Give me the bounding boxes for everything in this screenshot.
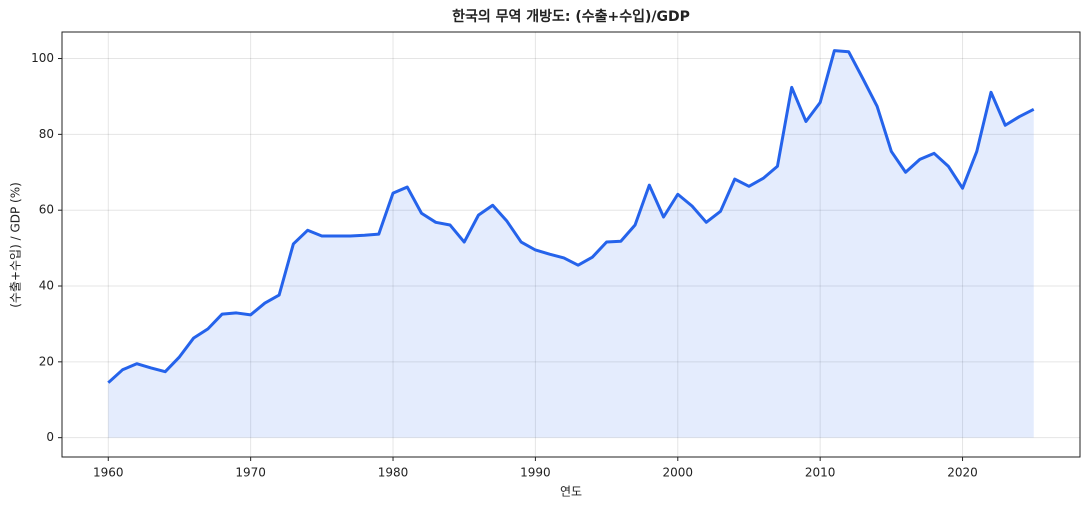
x-tick-label: 1970 — [235, 466, 266, 480]
x-tick-label: 1980 — [378, 466, 409, 480]
x-axis-label: 연도 — [560, 485, 582, 499]
x-tick-label: 1990 — [520, 466, 551, 480]
chart-title: 한국의 무역 개방도: (수출+수입)/GDP — [452, 8, 690, 25]
area — [108, 50, 1034, 438]
x-tick-label: 1960 — [93, 466, 124, 480]
x-tick-label: 2010 — [805, 466, 836, 480]
y-tick-label: 100 — [31, 51, 54, 65]
plot-frame — [61, 31, 1081, 458]
y-tick-label: 20 — [39, 354, 54, 368]
x-tick-label: 2020 — [947, 466, 978, 480]
line — [107, 49, 1035, 384]
y-axis-label: (수출+수입) / GDP (%) — [9, 182, 23, 308]
y-tick-label: 40 — [39, 279, 54, 293]
y-tick-label: 0 — [46, 430, 54, 444]
y-tick-label: 80 — [39, 127, 54, 141]
x-tick-label: 2000 — [663, 466, 694, 480]
y-tick-label: 60 — [39, 203, 54, 217]
